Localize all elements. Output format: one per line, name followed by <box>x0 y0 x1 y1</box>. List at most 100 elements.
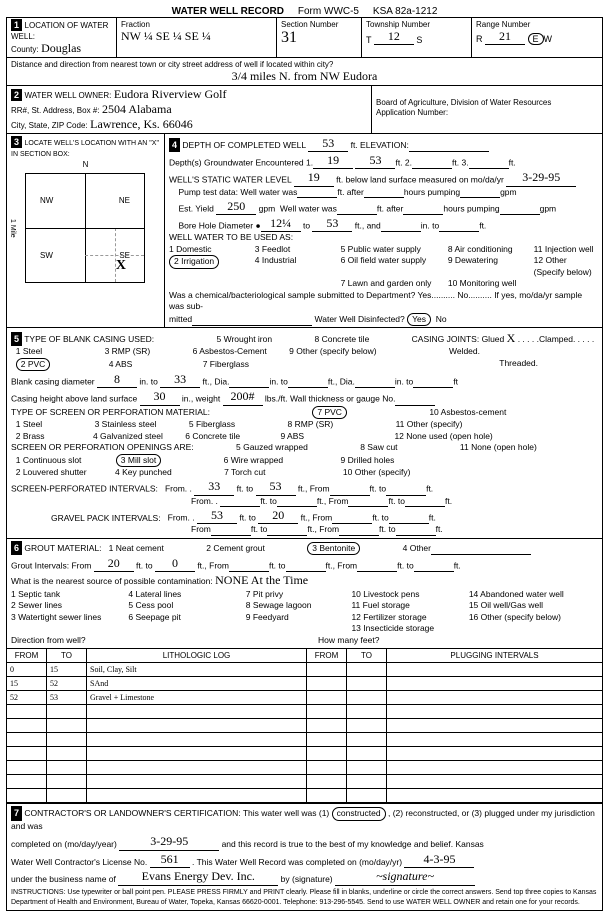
sec7-num: 7 <box>11 806 22 821</box>
st8: 8 RMP (SR) <box>288 419 334 429</box>
sec5-num: 5 <box>11 332 22 346</box>
section-5: 5 TYPE OF BLANK CASING USED: 5 Wrought i… <box>6 327 603 538</box>
board-label: Board of Agriculture, Division of Water … <box>376 98 551 107</box>
height-label: Casing height above land surface <box>11 394 137 404</box>
section-6: 6 GROUT MATERIAL: 1 Neat cement 2 Cement… <box>6 538 603 648</box>
use-11: 11 Injection well <box>534 244 598 255</box>
sp-label: SCREEN-PERFORATED INTERVALS: <box>11 484 158 494</box>
use-label: WELL WATER TO BE USED AS: <box>169 232 293 242</box>
section-7: 7 CONTRACTOR'S OR LANDOWNER'S CERTIFICAT… <box>6 803 603 911</box>
ct6: 6 Asbestos-Cement <box>193 346 267 356</box>
sec3-num: 3 <box>11 136 22 148</box>
table-row: 0 15 Soil, Clay, Silt <box>7 662 603 676</box>
disinfect-yes: Yes <box>407 313 431 326</box>
op8: 8 Saw cut <box>360 442 397 452</box>
form-num: Form WWC-5 <box>298 6 359 17</box>
date2: 4-3-95 <box>404 851 474 869</box>
height-value: 30 <box>140 388 180 405</box>
sec6-num: 6 <box>11 541 22 555</box>
st7-circled: 7 PVC <box>312 406 347 419</box>
fraction-value: NW ¼ SE ¼ SE ¼ <box>121 29 211 43</box>
gt1: 1 Neat cement <box>109 543 164 553</box>
joints-x: X <box>507 331 516 345</box>
dia-label: Blank casing diameter <box>11 377 95 387</box>
range-dir-e: E <box>528 33 544 45</box>
t-label: T <box>366 35 371 45</box>
r-label: R <box>476 34 483 44</box>
r1-desc: SAnd <box>87 676 307 690</box>
nw-label: NW <box>40 196 53 205</box>
r1-from: 15 <box>7 676 47 690</box>
form-title: WATER WELL RECORD Form WWC-5 KSA 82a-121… <box>6 6 603 17</box>
distance-label: Distance and direction from nearest town… <box>11 60 333 69</box>
ct1: 1 Steel <box>16 346 42 356</box>
title-main: WATER WELL RECORD <box>172 6 284 17</box>
sp-to: 53 <box>256 478 296 495</box>
op2: 2 Louvered shutter <box>16 467 87 477</box>
gt4: 4 Other <box>403 543 431 553</box>
header-row: 1 LOCATION OF WATER WELL: County: Dougla… <box>6 17 603 57</box>
cert-completed: 3-29-95 <box>119 833 219 851</box>
dia-value: 8 <box>97 371 137 388</box>
instructions: INSTRUCTIONS: Use typewriter or ball poi… <box>11 888 598 908</box>
ksa: KSA 82a-1212 <box>373 6 438 17</box>
table-row <box>7 760 603 774</box>
bus-value: Evans Energy Dev. Inc. <box>118 868 278 886</box>
gt3-circled: 3 Bentonite <box>307 542 360 555</box>
use-8: 8 Air conditioning <box>448 244 534 255</box>
city-label: City, State, ZIP Code: <box>11 121 88 130</box>
screen-title: TYPE OF SCREEN OR PERFORATION MATERIAL: <box>11 407 210 417</box>
gw1: 19 <box>313 152 353 169</box>
use-12: 12 Other (Specify below) <box>534 255 598 278</box>
weight-value: 200# <box>223 388 263 405</box>
op11: 11 None (open hole) <box>460 442 537 452</box>
township-value: 12 <box>374 29 414 45</box>
gt2: 2 Cement grout <box>206 543 265 553</box>
s6: 6 Seepage pit <box>128 612 245 623</box>
table-row <box>7 718 603 732</box>
table-row <box>7 788 603 802</box>
contam-label: What is the nearest source of possible c… <box>11 576 213 586</box>
range-label: Range Number <box>476 20 530 29</box>
s2: 2 Sewer lines <box>11 600 128 611</box>
st1: 1 Steel <box>16 419 42 429</box>
distance-value: 3/4 miles N. from NW Eudora <box>232 69 378 83</box>
ct5: 5 Wrought iron <box>217 334 273 344</box>
use-5: 5 Public water supply <box>341 244 448 255</box>
ct7: 7 Fiberglass <box>203 359 249 369</box>
op5: 5 Gauzed wrapped <box>236 442 308 452</box>
lic-label: Water Well Contractor's License No. <box>11 856 147 866</box>
disinfect-label: Water Well Disinfected? <box>315 314 405 324</box>
op1: 1 Continuous slot <box>16 455 82 465</box>
st2: 2 Brass <box>16 431 45 441</box>
gp-from: 53 <box>197 507 237 524</box>
th-log: LITHOLOGIC LOG <box>87 648 307 662</box>
op3-circled: 3 Mill slot <box>116 454 161 467</box>
th-from2: FROM <box>307 648 347 662</box>
cert-text4: . This Water Well Record was completed o… <box>192 856 402 866</box>
openings-title: SCREEN OR PERFORATION OPENINGS ARE: <box>11 442 194 452</box>
use-3: 3 Feedlot <box>255 244 341 255</box>
use-4: 4 Industrial <box>255 255 341 278</box>
r0-to: 15 <box>47 662 87 676</box>
th-plug: PLUGGING INTERVALS <box>387 648 603 662</box>
sec34-row: 3 LOCATE WELL'S LOCATION WITH AN "X" IN … <box>6 133 603 327</box>
elev-label: ft. ELEVATION: <box>351 140 409 150</box>
north-label: N <box>7 160 164 169</box>
section-label: Section Number <box>281 20 338 29</box>
ct4: 4 ABS <box>109 359 133 369</box>
use-6: 6 Oil field water supply <box>341 255 448 278</box>
s14: 14 Abandoned water well <box>469 589 598 600</box>
bore-dia: 12¼ <box>261 215 301 232</box>
gp-to: 20 <box>258 507 298 524</box>
sec3-title: LOCATE WELL'S LOCATION WITH AN "X" IN SE… <box>11 140 159 158</box>
addr-value: 2504 Alabama <box>102 102 172 116</box>
range-value: 21 <box>485 29 525 45</box>
cert-text1: CONTRACTOR'S OR LANDOWNER'S CERTIFICATIO… <box>24 808 329 818</box>
bore-to: 53 <box>312 215 352 232</box>
city-value: Lawrence, Ks. 66046 <box>90 117 193 131</box>
bore-label: Bore Hole Diameter <box>178 221 253 231</box>
table-row: 52 53 Gravel + Limestone <box>7 690 603 704</box>
s4: 4 Lateral lines <box>128 589 245 600</box>
op10: 10 Other (specify) <box>343 467 411 477</box>
